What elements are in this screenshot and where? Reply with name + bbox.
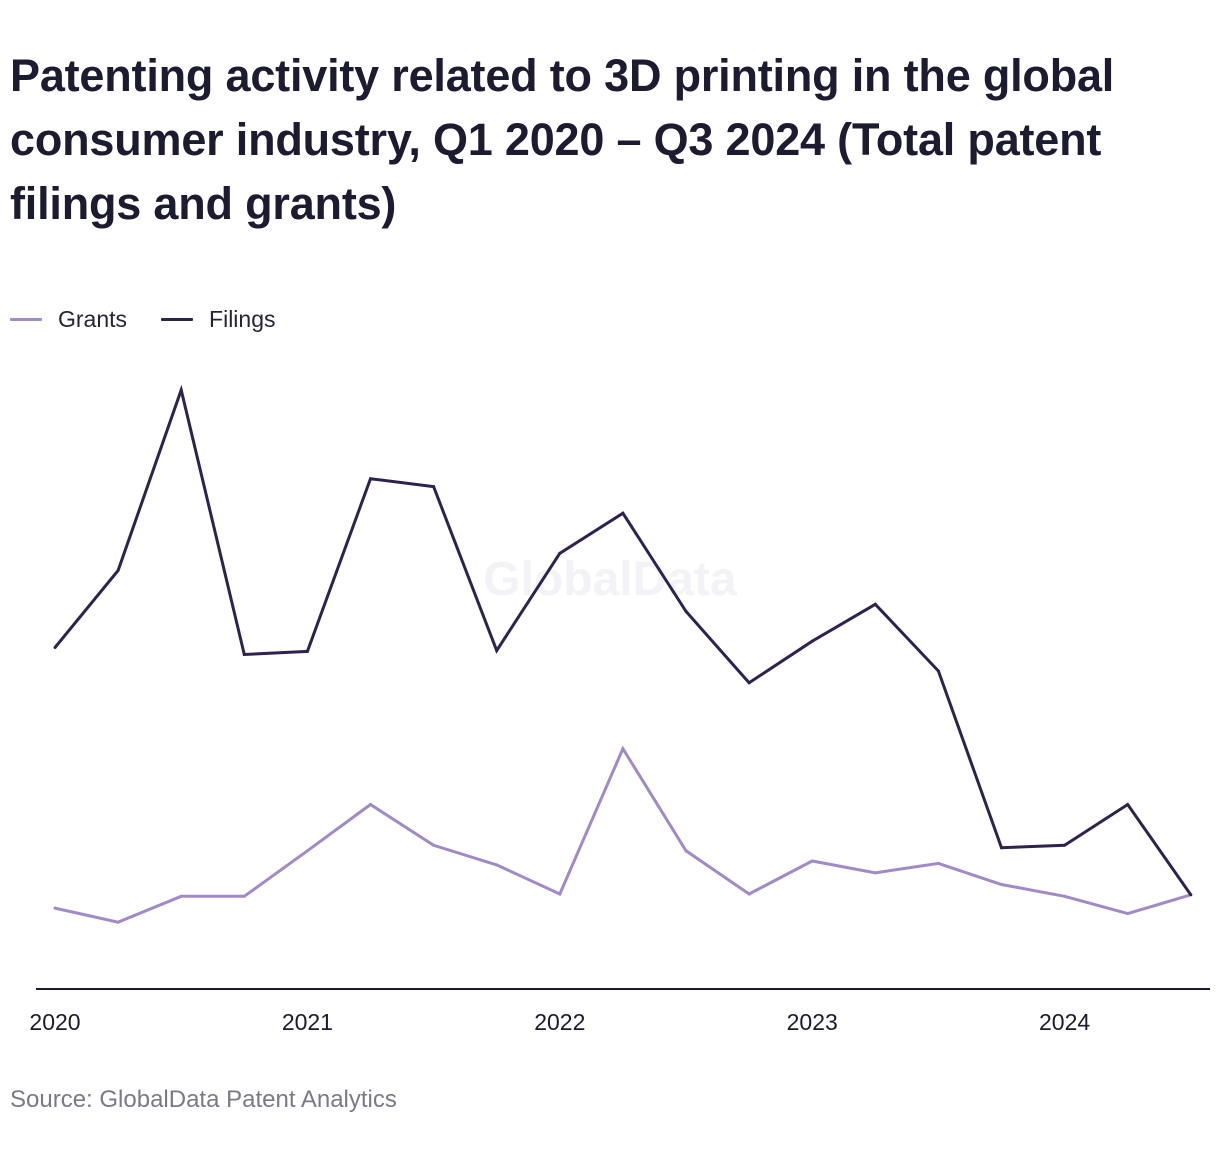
data-point-grants <box>53 906 57 910</box>
data-point-filings <box>747 681 751 685</box>
data-point-filings <box>684 609 688 613</box>
data-point-filings <box>1063 843 1067 847</box>
x-axis-ticks: 2020 2021 2022 2023 2024 <box>29 1009 1090 1035</box>
data-point-grants <box>116 920 120 924</box>
x-tick-label: 2024 <box>1039 1009 1090 1035</box>
x-tick-label: 2022 <box>534 1009 585 1035</box>
x-tick-label: 2020 <box>29 1009 80 1035</box>
legend-swatch-grants <box>10 318 42 321</box>
data-point-filings <box>305 649 309 653</box>
data-point-grants <box>1000 883 1003 886</box>
data-point-filings <box>873 602 877 606</box>
data-point-grants <box>495 863 499 867</box>
data-point-filings <box>1126 803 1130 806</box>
data-point-filings <box>1000 846 1003 850</box>
data-point-grants <box>369 803 372 806</box>
x-tick-label: 2023 <box>787 1009 838 1035</box>
chart-title: Patenting activity related to 3D printin… <box>10 50 1115 229</box>
series-layer <box>53 384 1193 924</box>
data-point-filings <box>810 639 814 643</box>
legend-label-filings: Filings <box>209 306 276 332</box>
series-line-grants <box>54 745 1192 924</box>
data-point-grants <box>621 747 625 751</box>
legend: Grants Filings <box>10 306 310 333</box>
data-point-grants <box>810 859 814 863</box>
legend-swatch-filings <box>161 318 194 321</box>
data-point-grants <box>305 849 309 853</box>
series-line-filings <box>53 384 1193 896</box>
data-point-grants <box>684 849 688 853</box>
data-point-filings <box>53 646 57 649</box>
data-point-filings <box>432 485 436 489</box>
watermark-text: GlobalData <box>483 553 737 606</box>
data-point-filings <box>558 551 562 555</box>
legend-label-grants: Grants <box>58 306 128 332</box>
data-point-filings <box>936 669 940 673</box>
source-note: Source: GlobalData Patent Analytics <box>10 1086 397 1113</box>
data-point-grants <box>1063 894 1067 898</box>
data-point-grants <box>432 843 436 847</box>
data-point-grants <box>242 894 246 898</box>
legend-item-filings: Filings <box>161 306 276 333</box>
data-point-filings <box>495 649 499 653</box>
data-point-grants <box>936 861 940 865</box>
data-point-filings <box>179 388 183 392</box>
legend-item-grants: Grants <box>10 306 127 333</box>
data-point-grants <box>747 892 751 896</box>
data-point-grants <box>179 894 183 898</box>
data-point-filings <box>242 653 246 656</box>
data-point-grants <box>558 892 562 896</box>
data-point-filings <box>369 477 372 481</box>
line-chart: GlobalData 2020 2021 2022 2023 2024 <box>29 384 1210 1035</box>
data-point-grants <box>873 871 877 875</box>
x-tick-label: 2021 <box>282 1009 333 1035</box>
data-point-filings <box>621 511 625 515</box>
data-point-filings <box>1189 893 1193 897</box>
data-point-filings <box>116 569 120 572</box>
data-point-grants <box>1126 912 1130 916</box>
